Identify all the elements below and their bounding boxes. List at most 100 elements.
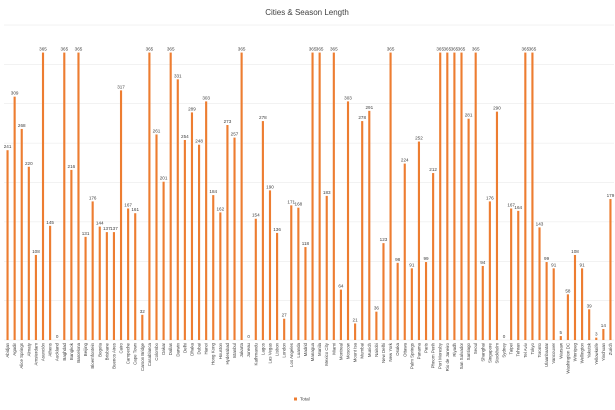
data-label: 137 xyxy=(103,226,111,231)
category-label: Colombo xyxy=(154,342,159,360)
bar xyxy=(368,110,371,341)
category-label: Stockholm xyxy=(494,343,499,364)
category-label: Yellowknife xyxy=(594,342,599,364)
bar xyxy=(524,52,527,340)
category-label: Lagos xyxy=(260,342,265,355)
bar xyxy=(268,190,272,340)
bar xyxy=(105,232,108,340)
bar xyxy=(148,52,151,340)
data-label: 309 xyxy=(11,91,19,96)
data-label: 220 xyxy=(25,161,33,166)
data-label: 241 xyxy=(4,144,12,149)
data-label: 365 xyxy=(316,47,324,52)
data-label: 143 xyxy=(536,221,544,226)
category-label: Ottawa xyxy=(402,342,407,356)
data-label: 27 xyxy=(282,313,288,318)
data-label: 303 xyxy=(202,95,210,100)
data-label: 212 xyxy=(429,167,437,172)
bar xyxy=(283,318,286,340)
category-label: Zurich xyxy=(608,342,613,355)
category-label: New Delhi xyxy=(381,343,386,363)
category-label: Toronto xyxy=(537,342,542,357)
bar xyxy=(517,210,520,340)
data-label: 91 xyxy=(409,262,415,267)
data-label: 216 xyxy=(68,164,76,169)
data-label: 0 xyxy=(247,334,250,339)
bar xyxy=(566,294,569,340)
category-label: Paris xyxy=(424,342,429,353)
category-label: Mount Isa xyxy=(353,342,358,362)
bar xyxy=(545,262,548,340)
category-label: Singapore xyxy=(487,342,492,363)
category-label: London xyxy=(282,342,287,357)
data-label: 278 xyxy=(358,115,366,120)
bar xyxy=(311,52,314,340)
bar xyxy=(183,139,186,340)
data-label: 179 xyxy=(607,193,615,198)
data-label: 58 xyxy=(565,288,571,293)
bar xyxy=(424,262,428,340)
data-label: 268 xyxy=(18,123,26,128)
bar xyxy=(588,309,591,340)
data-label: 161 xyxy=(131,207,139,212)
category-label: Tehran xyxy=(516,342,521,356)
category-label: Washington DC xyxy=(565,343,570,374)
bar xyxy=(389,52,392,340)
category-label: Dubai xyxy=(197,343,202,354)
category-label: Mexico City xyxy=(324,342,329,365)
category-label: Bogota xyxy=(97,342,102,356)
data-label: 171 xyxy=(287,199,295,204)
data-label: 365 xyxy=(146,47,154,52)
category-label: Osaka xyxy=(395,342,400,355)
bar xyxy=(510,208,513,340)
bar xyxy=(417,141,421,340)
category-label: Tokyo xyxy=(530,342,535,354)
bar xyxy=(205,101,208,340)
data-label: 365 xyxy=(472,47,480,52)
bar xyxy=(602,328,605,340)
bar xyxy=(559,336,562,340)
category-label: Athens xyxy=(48,342,53,356)
bar xyxy=(318,52,321,340)
bar xyxy=(481,265,484,340)
bar xyxy=(446,52,449,340)
bar xyxy=(162,181,165,340)
bar xyxy=(49,225,52,340)
bar xyxy=(573,254,577,340)
category-label: Yinchuan xyxy=(601,342,606,361)
data-label: 365 xyxy=(387,47,395,52)
category-label: Abidjan xyxy=(5,342,10,357)
bar xyxy=(581,268,584,340)
bar xyxy=(396,262,399,340)
data-label: 365 xyxy=(522,47,530,52)
data-label: 289 xyxy=(188,106,196,111)
bar xyxy=(495,111,499,340)
bar xyxy=(552,268,555,340)
category-label: Manila xyxy=(317,342,322,355)
category-label: Kathmandu xyxy=(253,342,258,365)
category-label: Asunción xyxy=(41,342,46,361)
category-label: Port Moresby xyxy=(438,342,443,369)
bar xyxy=(20,128,23,340)
bar xyxy=(212,195,215,340)
bar xyxy=(112,232,116,340)
category-label: Bloemfontein xyxy=(90,342,95,368)
category-label: Hyderabad xyxy=(225,342,230,364)
bar xyxy=(13,96,16,340)
category-label: Panama xyxy=(416,342,421,359)
data-label: 144 xyxy=(96,221,104,226)
bar xyxy=(70,169,73,340)
data-label: 98 xyxy=(395,257,401,262)
legend: Total xyxy=(294,397,310,402)
bar xyxy=(595,337,598,340)
category-label: Agadir xyxy=(12,342,17,355)
category-label: Auckland xyxy=(55,342,60,361)
data-label: 317 xyxy=(117,84,125,89)
category-label: Dakar xyxy=(161,342,166,354)
category-label: Nairobi xyxy=(374,343,379,357)
data-label: 168 xyxy=(295,202,303,207)
category-label: Houston xyxy=(218,342,223,359)
data-label: 176 xyxy=(486,195,494,200)
category-label: Phnom Penh xyxy=(431,342,436,368)
